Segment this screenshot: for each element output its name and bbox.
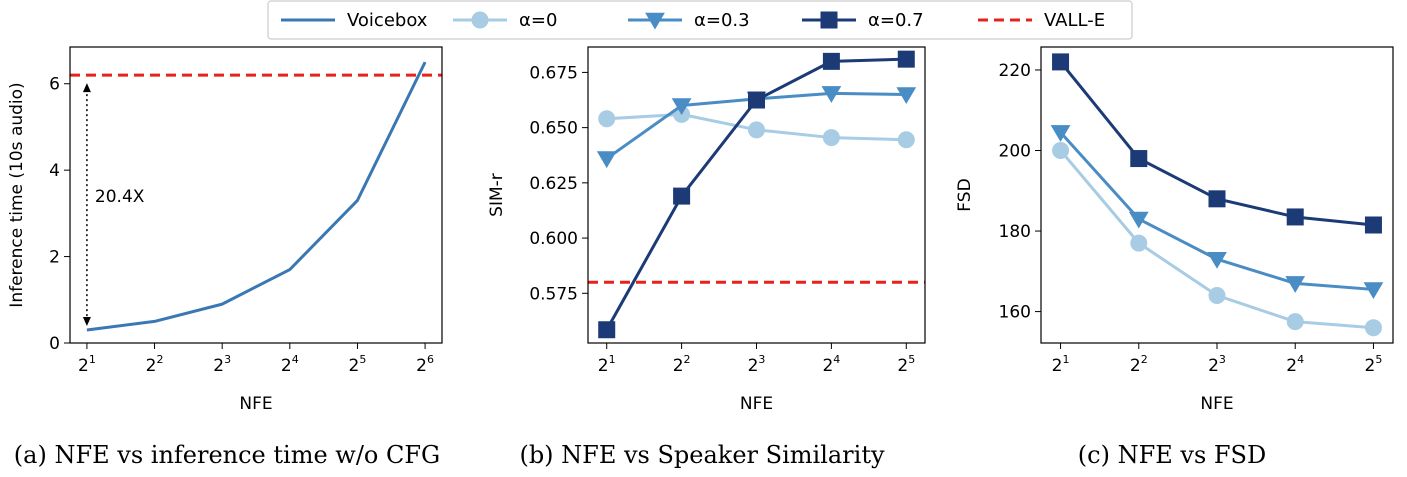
y-axis-label: Inference time (10s audio) [7, 82, 27, 307]
data-point [1208, 286, 1226, 304]
y-tick-label: 0.675 [529, 63, 578, 83]
legend-label: Voicebox [347, 10, 428, 31]
data-point [598, 110, 616, 128]
y-tick-label: 200 [999, 141, 1031, 161]
series-α=0.7 [1052, 53, 1382, 234]
x-tick-label: 22 [146, 353, 164, 376]
data-point [1128, 211, 1149, 229]
panel-caption: (b) NFE vs Speaker Similarity [519, 441, 885, 469]
chart-panel-3: 160 180 200 220 21 22 23 24 25 NFE FSD (c) NFE vs F… [955, 46, 1394, 469]
y-tick-label: 0.650 [529, 119, 578, 139]
y-tick-label: 180 [999, 222, 1031, 242]
x-tick-label: 22 [673, 353, 691, 376]
data-point [1364, 319, 1382, 337]
data-point [1364, 216, 1382, 234]
data-point [596, 151, 617, 169]
y-tick-label: 0 [49, 334, 60, 354]
x-tick-label: 26 [416, 353, 434, 376]
series-α=0.7 [598, 50, 915, 339]
y-tick-label: 6 [49, 75, 60, 95]
arrowhead-down [82, 317, 91, 327]
legend-item: α=0.3 [628, 10, 750, 31]
x-tick-label: 25 [349, 353, 367, 376]
data-point [897, 131, 915, 149]
data-point [896, 87, 917, 105]
y-tick-label: 0.575 [529, 284, 578, 304]
legend-item: Voicebox [281, 10, 428, 31]
x-tick-label: 24 [822, 353, 840, 376]
data-point [822, 52, 840, 70]
legend-item: α=0.7 [802, 10, 924, 31]
y-tick-label: 220 [999, 61, 1031, 81]
x-tick-label: 24 [1286, 353, 1304, 376]
speedup-annotation: 20.4X [95, 187, 145, 207]
x-tick-label: 23 [1208, 353, 1226, 376]
x-axis-label: NFE [1200, 394, 1233, 414]
panel-caption: (c) NFE vs FSD [1078, 441, 1266, 469]
legend: Voicebox α=0 α=0.3 α=0.7 VALL-E [267, 0, 1133, 40]
data-point [821, 86, 842, 103]
legend-item: VALL-E [978, 10, 1105, 31]
y-tick-label: 2 [49, 248, 60, 268]
data-point [1286, 313, 1304, 331]
legend-label: α=0.3 [694, 10, 750, 31]
x-tick-label: 21 [78, 353, 96, 376]
y-axis-label: SIM-r [487, 173, 507, 217]
data-point [671, 98, 692, 116]
x-tick-label: 24 [281, 353, 299, 376]
data-point [1285, 276, 1306, 293]
series-line [86, 61, 427, 332]
data-point [897, 50, 915, 68]
data-point [1207, 251, 1227, 269]
x-tick-label: 25 [1365, 353, 1383, 376]
data-point [748, 91, 765, 109]
y-axis-label: FSD [955, 178, 975, 211]
plot-frame [69, 46, 443, 344]
legend-frame [267, 0, 1133, 40]
y-tick-label: 0.625 [529, 174, 578, 194]
arrowhead-up [82, 83, 91, 93]
y-tick-label: 0.600 [529, 229, 578, 249]
data-point [822, 129, 840, 147]
plot-frame [1040, 46, 1394, 344]
data-point [1208, 190, 1226, 208]
legend-item: α=0 [453, 10, 557, 31]
data-point [1286, 208, 1304, 226]
chart-panel-2: 0.575 0.600 0.625 0.650 0.675 21 22 23 24 25 NFE SI… [487, 46, 926, 469]
x-tick-label: 22 [1130, 353, 1148, 376]
x-tick-label: 23 [748, 353, 766, 376]
data-point [1363, 282, 1384, 299]
data-point [1130, 150, 1148, 168]
data-point [673, 187, 691, 205]
plot-frame [587, 46, 926, 344]
panel-caption: (a) NFE vs inference time w/o CFG [14, 441, 440, 469]
series-α=0.3 [1050, 125, 1384, 299]
x-axis-label: NFE [740, 394, 773, 414]
legend-label: α=0.7 [868, 10, 924, 31]
x-tick-label: 21 [598, 353, 616, 376]
series-α=0 [1052, 141, 1382, 337]
series-Voicebox [86, 61, 427, 332]
legend-label: α=0 [519, 10, 557, 31]
legend-label: VALL-E [1044, 10, 1105, 31]
data-point [748, 121, 765, 139]
data-point [1130, 234, 1148, 252]
legend-marker [645, 12, 665, 30]
x-axis-label: NFE [239, 394, 272, 414]
x-tick-label: 21 [1052, 353, 1070, 376]
y-tick-label: 4 [49, 161, 60, 181]
legend-marker [471, 11, 489, 29]
data-point [598, 321, 616, 339]
y-tick-label: 160 [999, 303, 1031, 323]
x-tick-label: 25 [897, 353, 915, 376]
data-point [1052, 53, 1070, 71]
series-α=0 [598, 105, 915, 149]
data-point [1050, 125, 1071, 142]
data-point [1052, 141, 1070, 159]
legend-marker [820, 11, 838, 29]
x-tick-label: 23 [213, 353, 231, 376]
